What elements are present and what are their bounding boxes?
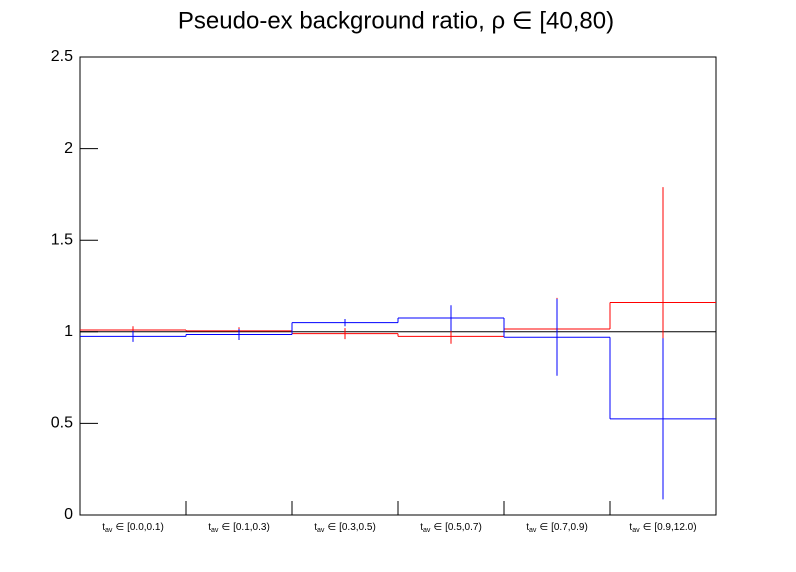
category-symbol: ∈ [327, 522, 336, 533]
category-subscript: av [317, 527, 325, 534]
category-symbol: ∈ [643, 522, 652, 533]
y-tick-label: 2.5 [51, 48, 73, 65]
category-range: [0.9,12.0) [654, 522, 696, 533]
x-tick-label: tav ∈ [0.9,12.0) [629, 522, 696, 534]
y-tick-label: 1.5 [51, 231, 73, 248]
category-variable: t [102, 522, 105, 533]
category-variable: t [420, 522, 423, 533]
category-range: [0.5,0.7) [445, 522, 482, 533]
category-variable: t [526, 522, 529, 533]
x-tick-label: tav ∈ [0.0,0.1) [102, 522, 164, 534]
category-subscript: av [211, 527, 219, 534]
x-tick-label: tav ∈ [0.1,0.3) [208, 522, 270, 534]
category-variable: t [629, 522, 632, 533]
category-variable: t [314, 522, 317, 533]
category-variable: t [208, 522, 211, 533]
y-tick-label: 1 [64, 323, 73, 340]
x-tick-label: tav ∈ [0.3,0.5) [314, 522, 376, 534]
category-subscript: av [632, 527, 640, 534]
category-range: [0.1,0.3) [233, 522, 270, 533]
category-symbol: ∈ [433, 522, 442, 533]
category-range: [0.7,0.9) [551, 522, 588, 533]
y-tick-label: 2 [64, 140, 73, 157]
category-range: [0.3,0.5) [339, 522, 376, 533]
y-tick-label: 0.5 [51, 415, 73, 432]
plot-frame [79, 56, 717, 516]
category-symbol: ∈ [539, 522, 548, 533]
category-symbol: ∈ [115, 522, 124, 533]
chart-title: Pseudo-ex background ratio, ρ ∈ [40,80) [178, 7, 614, 34]
category-range: [0.0,0.1) [127, 522, 164, 533]
category-symbol: ∈ [221, 522, 230, 533]
x-tick-label: tav ∈ [0.7,0.9) [526, 522, 588, 534]
y-tick-label: 0 [64, 506, 73, 523]
category-subscript: av [105, 527, 113, 534]
x-tick-label: tav ∈ [0.5,0.7) [420, 522, 482, 534]
category-subscript: av [423, 527, 431, 534]
category-subscript: av [529, 527, 537, 534]
